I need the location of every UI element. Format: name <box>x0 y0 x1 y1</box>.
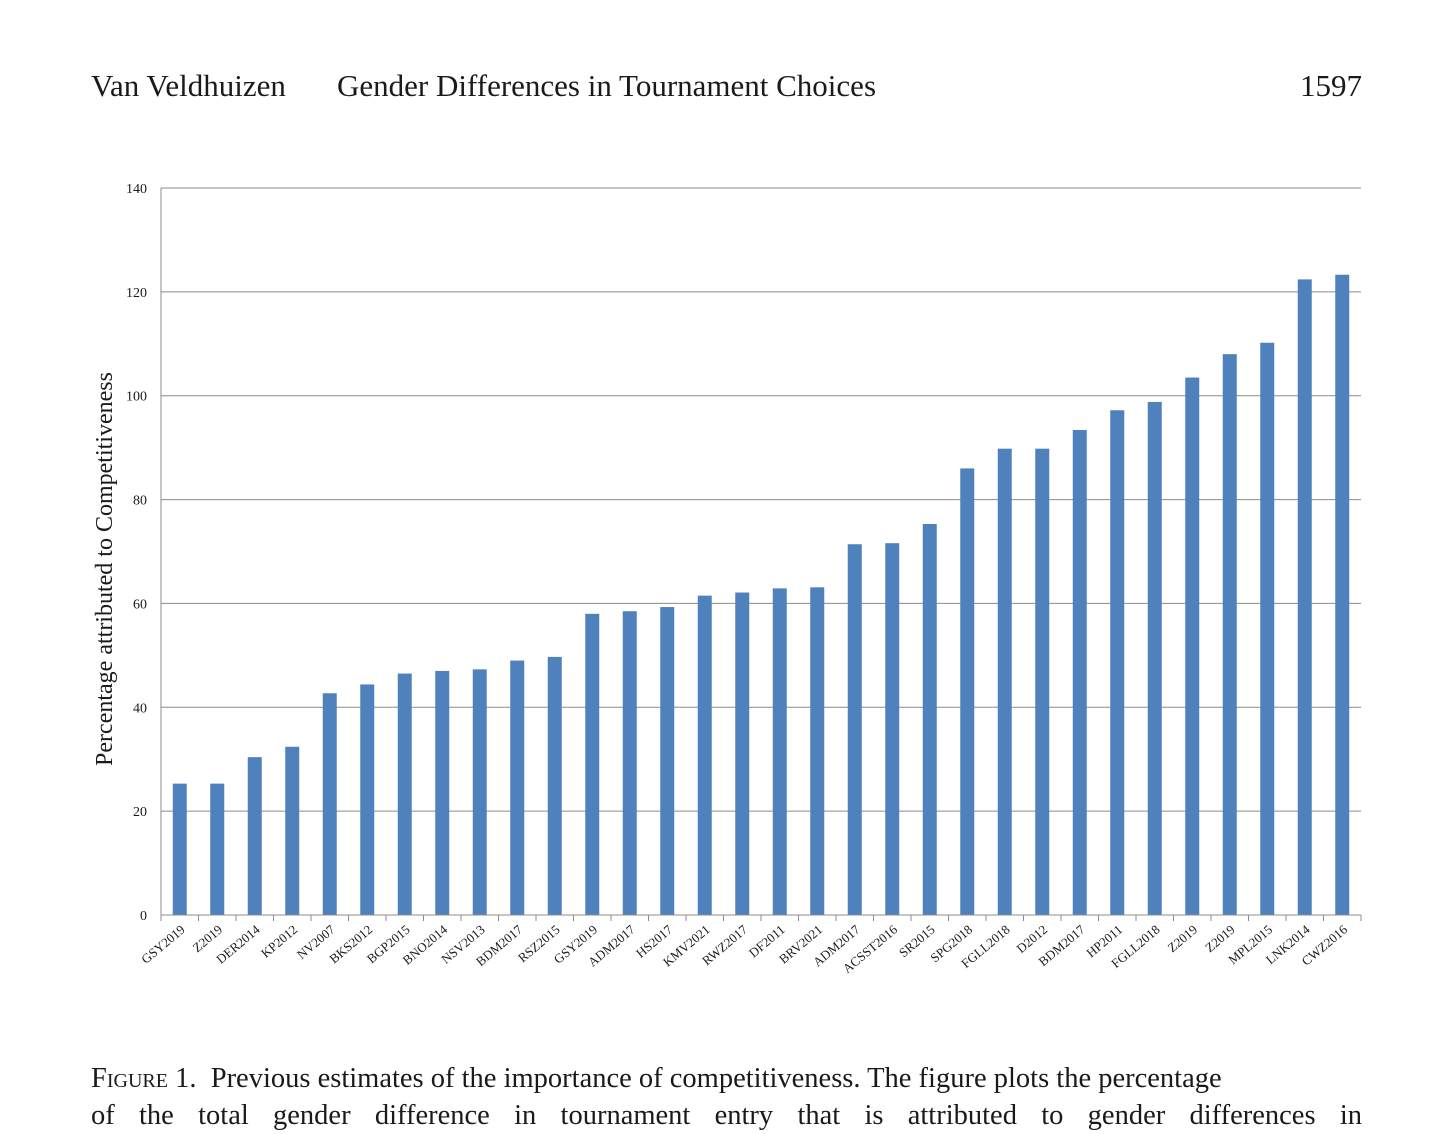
caption-text-1: Previous estimates of the importance of … <box>210 1063 1222 1094</box>
x-tick-label-27: Z2019 <box>1165 922 1201 955</box>
bar-df2011-16 <box>772 588 787 915</box>
x-axis-category-labels: GSY2019 Z2019DER2014KP2012NV2007BKS2012BG… <box>138 921 1350 976</box>
bar-d2012-23 <box>1035 448 1050 915</box>
x-axis <box>160 188 1362 921</box>
y-tick-label-140: 140 <box>126 182 147 197</box>
bar-der2014-2 <box>247 757 262 915</box>
caption-line-1: Figure 1. Previous estimates of the impo… <box>91 1060 1362 1097</box>
y-axis-tick-labels: 0 20 40 60 80 100 120 140 <box>126 182 147 924</box>
y-tick-label-0: 0 <box>140 909 147 924</box>
y-tick-label-60: 60 <box>133 597 147 612</box>
bar-kmv2021-14 <box>697 595 712 915</box>
y-tick-label-40: 40 <box>133 701 147 716</box>
bar-gsy2019-11 <box>585 613 600 915</box>
figure-caption: Figure 1. Previous estimates of the impo… <box>91 1060 1362 1134</box>
y-tick-label-120: 120 <box>126 286 147 301</box>
y-tick-label-80: 80 <box>133 494 147 509</box>
y-tick-label-20: 20 <box>133 805 147 820</box>
figure-label: Figure 1. <box>91 1063 197 1094</box>
bar-z2019-1 <box>210 783 225 915</box>
caption-line-2: of the total gender difference in tourna… <box>91 1100 1362 1131</box>
bar-bno2014-7 <box>435 670 450 915</box>
bar-nv2007-4 <box>322 693 337 915</box>
bar-fgll2018-22 <box>997 448 1012 915</box>
x-tick-label-3: KP2012 <box>258 922 300 961</box>
bar-hp2011-25 <box>1110 410 1125 915</box>
bar-z2019-27 <box>1185 377 1200 915</box>
page-number: 1597 <box>1300 68 1362 103</box>
y-tick-label-100: 100 <box>126 390 147 405</box>
running-head-author: Van Veldhuizen <box>91 68 286 103</box>
chart-bars <box>172 274 1350 916</box>
bar-bdm2017-9 <box>510 660 525 915</box>
chart-gridlines <box>161 187 1361 812</box>
bar-bks2012-5 <box>360 684 375 915</box>
bar-gsy2019-0 <box>172 783 187 915</box>
y-axis-label: Percentage attributed to Competitiveness <box>92 372 118 766</box>
x-tick-label-0: GSY2019 <box>138 922 187 967</box>
bar-rsz2015-10 <box>547 656 562 915</box>
bar-fgll2018-26 <box>1147 401 1162 916</box>
bar-bdm2017-24 <box>1072 429 1087 915</box>
bar-hs2017-13 <box>660 607 675 915</box>
bar-kp2012-3 <box>285 746 300 915</box>
running-head: Van Veldhuizen Gender Differences in Tou… <box>91 64 1362 108</box>
bar-adm2017-18 <box>847 544 862 915</box>
bar-adm2017-12 <box>622 611 637 915</box>
bar-mpl2015-29 <box>1260 342 1275 915</box>
bar-nsv2013-8 <box>472 669 487 915</box>
running-head-title: Gender Differences in Tournament Choices <box>337 68 877 103</box>
bar-lnk2014-30 <box>1297 279 1312 915</box>
bar-sr2015-20 <box>922 523 937 915</box>
bar-rwz2017-15 <box>735 592 750 915</box>
bar-bgp2015-6 <box>397 673 412 915</box>
bar-brv2021-17 <box>810 587 825 915</box>
bar-z2019-28 <box>1222 354 1237 916</box>
bar-spg2018-21 <box>960 468 975 915</box>
bar-cwz2016-31 <box>1335 274 1350 915</box>
bar-acsst2016-19 <box>885 543 900 915</box>
